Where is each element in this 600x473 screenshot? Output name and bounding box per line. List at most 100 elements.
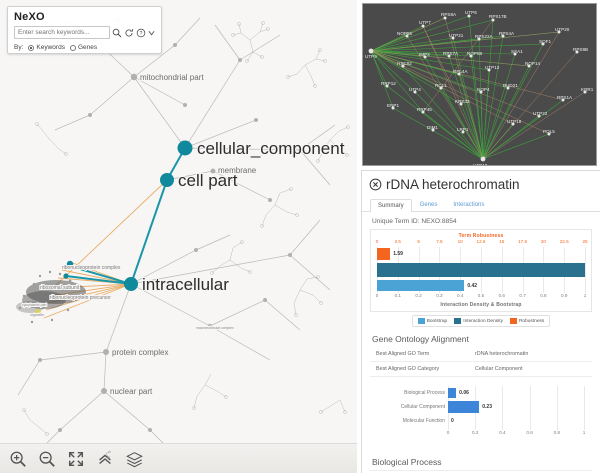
svg-text:UTP22: UTP22 (533, 111, 548, 116)
table-row: Best Aligned GO Category Cellular Compon… (370, 362, 592, 377)
ontology-tree-svg[interactable]: cellular_component cell part intracellul… (0, 0, 357, 473)
go-bar-label-cc: Cellular Component (400, 404, 445, 410)
zoom-in-icon[interactable] (8, 449, 28, 469)
go-alignment-table: Best Aligned GO Term rDNA heterochromati… (370, 347, 592, 377)
table-row: Best Aligned GO Term rDNA heterochromati… (370, 347, 592, 362)
svg-text:RPS8A: RPS8A (441, 12, 457, 17)
zoom-out-icon[interactable] (37, 449, 57, 469)
search-input[interactable] (14, 26, 110, 39)
go-category-value: Cellular Component (475, 366, 523, 372)
legend-label-robustness: Robustness (518, 318, 545, 324)
tab-summary[interactable]: Summary (370, 199, 412, 212)
refresh-icon[interactable] (124, 26, 134, 39)
go-category-key: Best Aligned GO Category (376, 366, 440, 372)
go-bar-row-cc: Cellular Component 0.23 (401, 401, 584, 413)
svg-text:KRR1: KRR1 (581, 87, 594, 92)
gene-network-svg[interactable]: UTP9 UTP10 RPS8A UTP7 UTP6 RPS17B NOP56 … (363, 4, 597, 166)
axis-tick: 5 (417, 239, 420, 244)
search-icon[interactable] (112, 26, 122, 39)
network-edges-tan (370, 17, 586, 160)
axis-tick: 0.2 (415, 293, 422, 298)
help-icon[interactable]: ? (136, 26, 146, 39)
go-bar-row-bp: Biological Process 0.06 (404, 388, 584, 398)
axis-tick: 15 (499, 239, 505, 244)
axis-tick: 25 (582, 239, 588, 244)
divider (370, 470, 592, 471)
svg-text:RPS22A: RPS22A (475, 34, 494, 39)
axis-tick: 0.7 (519, 293, 526, 298)
view-toolbar[interactable] (0, 443, 357, 473)
gridline (556, 386, 558, 430)
radio-keywords[interactable] (28, 44, 35, 51)
page-title: rDNA heterochromatin (386, 177, 520, 192)
chart-legend: Bootstrap Interaction Density Robustness (362, 315, 600, 327)
svg-text:LRP1: LRP1 (457, 127, 469, 132)
radio-genes[interactable] (69, 44, 76, 51)
axis-tick: 2.5 (394, 239, 401, 244)
term-info-panel[interactable]: rDNA heterochromatin Summary Genes Inter… (361, 170, 600, 473)
go-bar-label-mf: Molecular Function (402, 418, 445, 424)
bar-row-robustness: 1.59 (377, 248, 585, 260)
legend-item-interaction-density[interactable]: Interaction Density (454, 318, 503, 324)
search-row[interactable]: ? (14, 26, 155, 39)
svg-text:RPS17B: RPS17B (489, 14, 507, 19)
svg-text:SOF1: SOF1 (539, 39, 551, 44)
axis-tick: 1 (582, 430, 586, 435)
network-node-labels: UTP9 UTP10 RPS8A UTP7 UTP6 RPS17B NOP56 … (365, 10, 594, 165)
axis-tick: 0.3 (436, 293, 443, 298)
go-bar-bp (448, 388, 457, 398)
go-term-value: rDNA heterochromatin (475, 351, 529, 357)
search-by-row[interactable]: By: Keywords Genes (14, 44, 155, 51)
by-label: By: (14, 44, 24, 51)
svg-text:NOP14: NOP14 (525, 61, 541, 66)
gene-network-view[interactable]: UTP9 UTP10 RPS8A UTP7 UTP6 RPS17B NOP56 … (362, 3, 597, 166)
axis-tick: 22.5 (559, 239, 569, 244)
go-bar-value-bp: 0.06 (459, 390, 469, 396)
tab-interactions[interactable]: Interactions (453, 202, 485, 208)
svg-text:RPS9B: RPS9B (573, 47, 588, 52)
axis-tick: 0 (446, 430, 450, 435)
axis-tick: 0.8 (553, 430, 560, 435)
tab-genes[interactable]: Genes (419, 202, 438, 208)
svg-text:RPL4A: RPL4A (453, 69, 468, 74)
go-chart-plot-area: Biological Process 0.06 Cellular Compone… (401, 386, 585, 435)
node-label-macromolecular-complex: macromolecular complex (196, 326, 234, 330)
svg-text:NOP4: NOP4 (477, 87, 490, 92)
bar-row-density (377, 263, 585, 277)
legend-swatch-interaction-density (454, 318, 462, 324)
svg-text:RRP12: RRP12 (381, 81, 396, 86)
tree-nodes[interactable] (38, 38, 302, 432)
svg-text:DIM1: DIM1 (427, 125, 438, 130)
layers-icon[interactable] (124, 449, 144, 469)
radio-label-keywords: Keywords (36, 44, 65, 51)
svg-text:NOP56: NOP56 (397, 31, 413, 36)
axis-tick: 20 (540, 239, 546, 244)
node-label-nuclear-part: nuclear part (110, 387, 153, 396)
legend-swatch-bootstrap (417, 318, 425, 324)
svg-text:BUD21: BUD21 (503, 83, 518, 88)
chart-title-density-bootstrap: Interaction Density & Bootstrap (440, 302, 522, 308)
search-panel[interactable]: NeXO ? By: Keywords Genes (7, 6, 162, 54)
chart-bottom-axis: 0 0.1 0.2 0.3 0.4 0.5 0.6 0.7 0.8 0.9 1 (376, 293, 587, 301)
section-title-biological-process: Biological Process (372, 457, 442, 467)
network-nodes[interactable] (368, 14, 587, 162)
bar-robustness (377, 248, 391, 260)
panel-tabs[interactable]: Summary Genes Interactions (362, 198, 600, 212)
svg-text:ENP1: ENP1 (387, 103, 399, 108)
legend-item-bootstrap[interactable]: Bootstrap (417, 318, 447, 324)
svg-text:UTP21: UTP21 (449, 33, 464, 38)
legend-item-robustness[interactable]: Robustness (509, 318, 545, 324)
close-circle-icon[interactable] (369, 178, 382, 191)
ontology-tree-view[interactable]: cellular_component cell part intracellul… (0, 0, 357, 473)
svg-text:HSC82: HSC82 (397, 61, 412, 66)
fit-to-screen-icon[interactable] (66, 449, 86, 469)
node-label-cytoplasmic-part: cytoplasmic part (22, 303, 47, 307)
chart-top-axis: 0 2.5 5 7.5 10 12.5 15 17.5 20 22.5 25 (376, 239, 588, 247)
svg-text:POL5: POL5 (543, 129, 555, 134)
chevron-down-icon[interactable] (148, 26, 155, 39)
collapse-icon[interactable] (95, 449, 115, 469)
highlighted-nodes[interactable] (63, 140, 193, 292)
axis-tick: 0.4 (456, 293, 464, 298)
chart-title-term-robustness: Term Robustness (458, 233, 504, 239)
node-label-membrane: membrane (218, 166, 257, 175)
